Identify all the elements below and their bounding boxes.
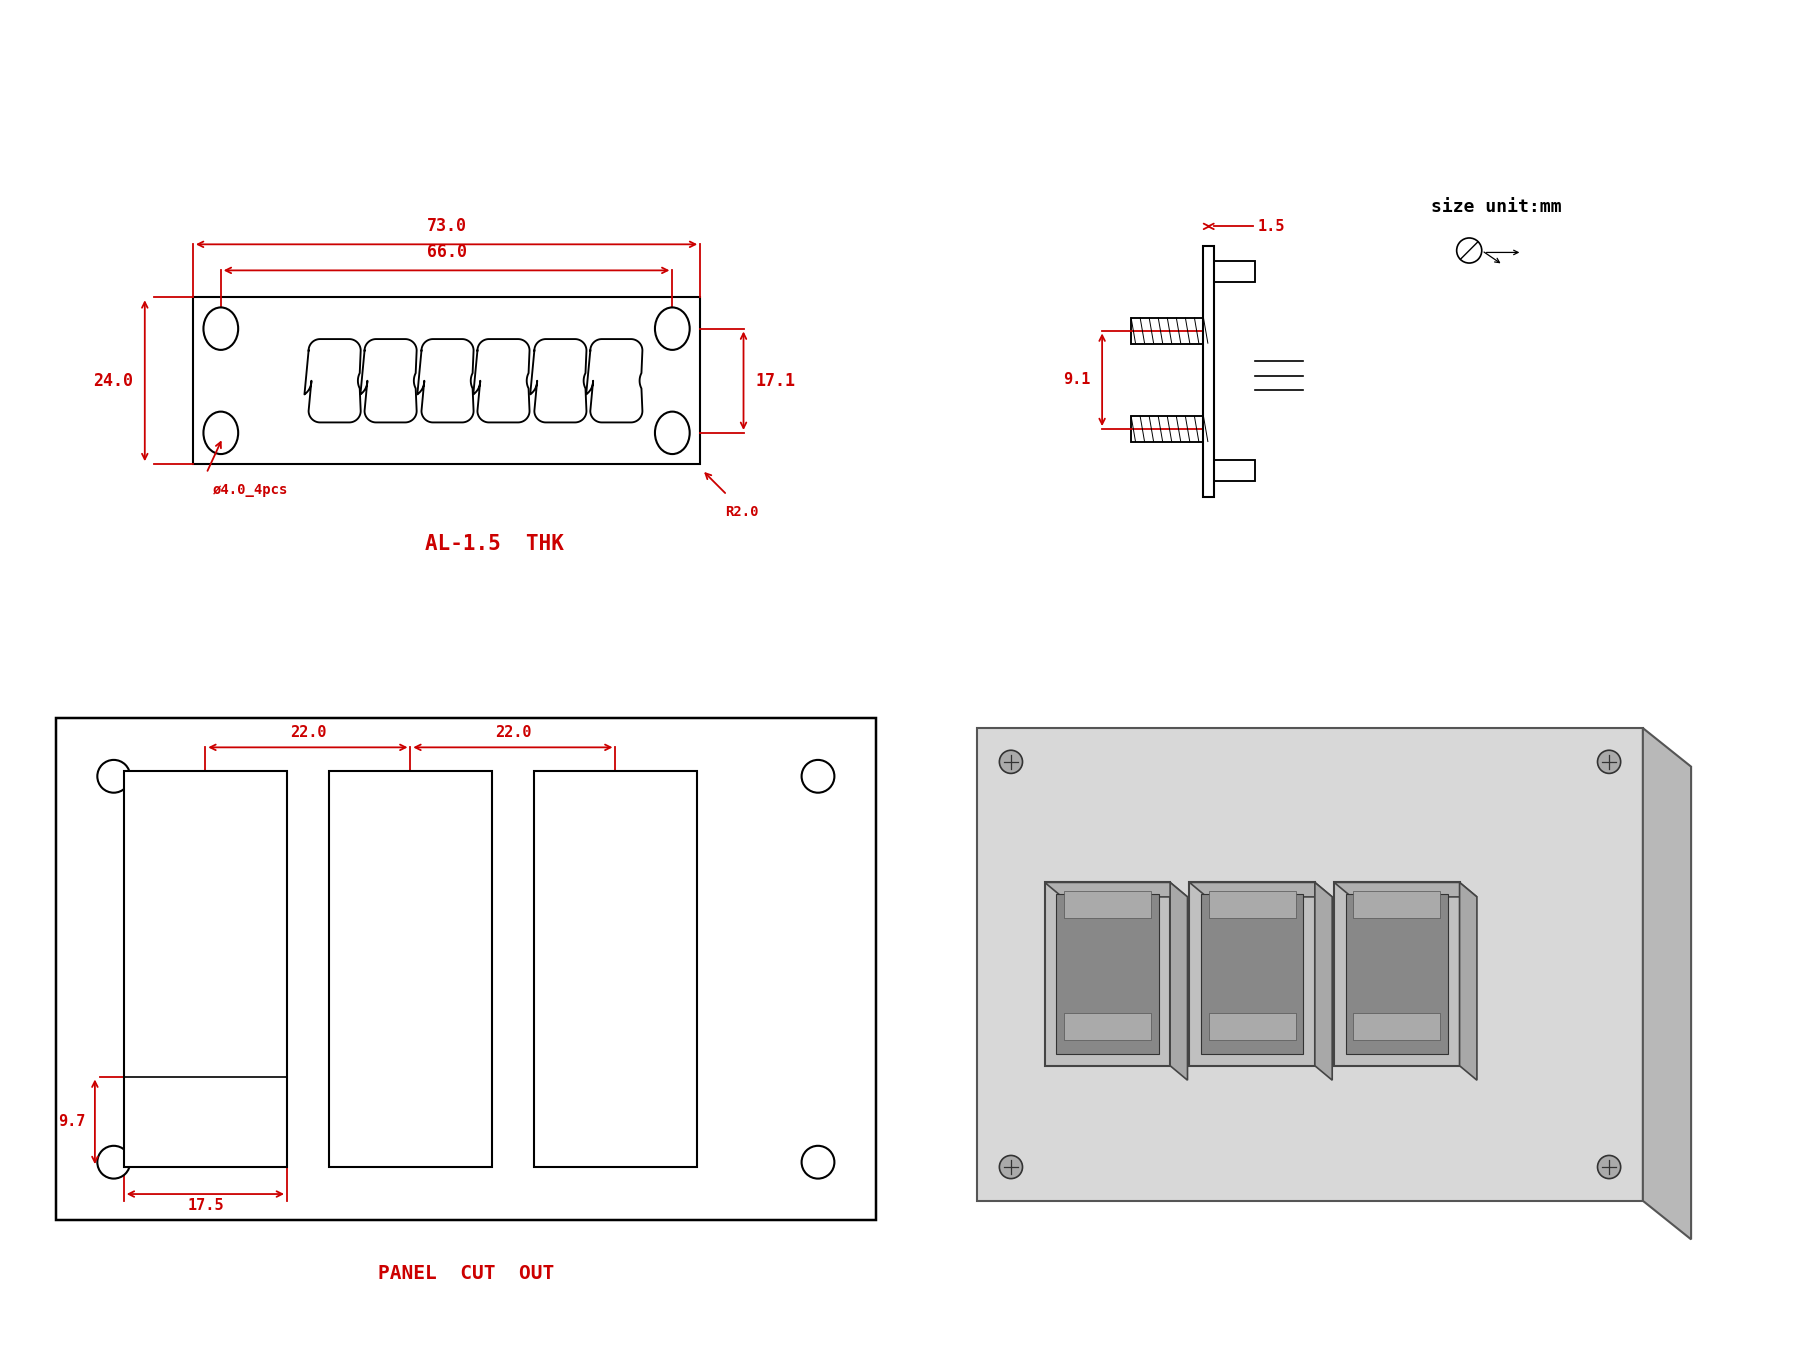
Text: 22.0: 22.0 <box>290 725 326 740</box>
Bar <box>1210 891 1296 918</box>
Circle shape <box>97 760 130 792</box>
Bar <box>535 771 697 1166</box>
Bar <box>1213 460 1255 481</box>
Bar <box>1210 1012 1296 1040</box>
Circle shape <box>801 760 835 792</box>
Polygon shape <box>977 728 1643 1200</box>
Circle shape <box>999 751 1022 774</box>
Ellipse shape <box>655 412 689 454</box>
Ellipse shape <box>203 412 238 454</box>
Bar <box>1064 891 1150 918</box>
Bar <box>1130 416 1204 441</box>
Text: 17.1: 17.1 <box>754 371 796 390</box>
Polygon shape <box>1460 883 1478 1080</box>
Circle shape <box>1598 751 1620 774</box>
Bar <box>1044 883 1170 1065</box>
Circle shape <box>1456 238 1481 263</box>
Text: PANEL  CUT  OUT: PANEL CUT OUT <box>378 1264 554 1282</box>
Text: 9.1: 9.1 <box>1064 373 1091 387</box>
Circle shape <box>1598 1156 1620 1179</box>
Bar <box>1201 894 1303 1054</box>
Circle shape <box>801 1146 835 1179</box>
Ellipse shape <box>203 308 238 350</box>
Bar <box>1213 261 1255 282</box>
Bar <box>1354 891 1440 918</box>
Text: 1.5: 1.5 <box>1258 219 1285 234</box>
Text: 24.0: 24.0 <box>94 371 133 390</box>
Bar <box>1204 246 1213 497</box>
Polygon shape <box>1170 883 1188 1080</box>
Polygon shape <box>1643 728 1690 1239</box>
Text: 73.0: 73.0 <box>427 217 466 235</box>
Text: 22.0: 22.0 <box>495 725 531 740</box>
Bar <box>56 718 877 1220</box>
Text: R2.0: R2.0 <box>725 505 758 518</box>
Text: ø4.0_4pcs: ø4.0_4pcs <box>212 483 288 497</box>
Polygon shape <box>1190 883 1332 896</box>
Circle shape <box>999 1156 1022 1179</box>
Bar <box>124 771 286 1166</box>
Bar <box>1190 883 1314 1065</box>
Polygon shape <box>1314 883 1332 1080</box>
Text: size unit:mm: size unit:mm <box>1431 198 1561 216</box>
Text: 9.7: 9.7 <box>58 1114 85 1130</box>
Text: 66.0: 66.0 <box>427 243 466 261</box>
Bar <box>1354 1012 1440 1040</box>
Bar <box>1130 317 1204 344</box>
Bar <box>1346 894 1447 1054</box>
Bar <box>1064 1012 1150 1040</box>
Bar <box>1334 883 1460 1065</box>
Polygon shape <box>1334 883 1478 896</box>
Bar <box>1057 894 1159 1054</box>
Circle shape <box>97 1146 130 1179</box>
Text: 17.5: 17.5 <box>187 1199 223 1214</box>
Bar <box>329 771 491 1166</box>
Polygon shape <box>1044 883 1188 896</box>
Bar <box>193 297 700 464</box>
Text: AL-1.5  THK: AL-1.5 THK <box>425 533 563 554</box>
Ellipse shape <box>655 308 689 350</box>
